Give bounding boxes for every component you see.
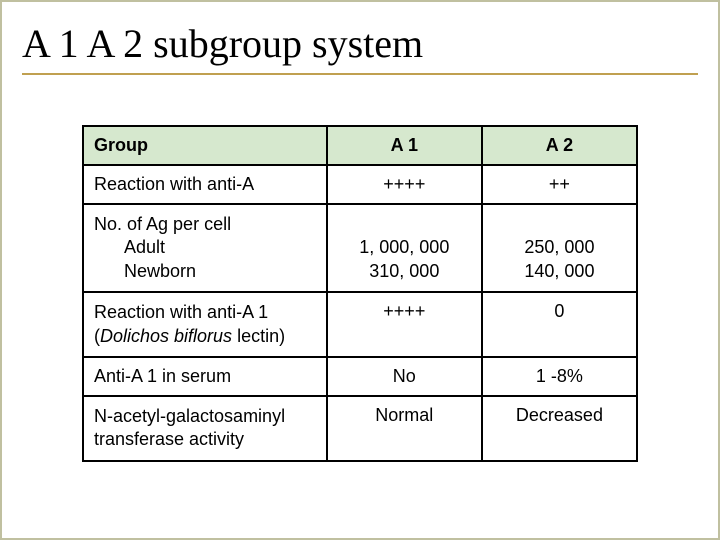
title-rule	[22, 73, 698, 75]
table-row: Reaction with anti-A 1 (Dolichos bifloru…	[83, 292, 637, 357]
row-a1: ++++	[327, 292, 482, 357]
table-header-row: Group A 1 A 2	[83, 126, 637, 165]
title-block: A 1 A 2 subgroup system	[22, 20, 698, 75]
row-a2: Decreased	[482, 396, 637, 461]
label-sub: Adult	[94, 236, 316, 259]
col-header-a2: A 2	[482, 126, 637, 165]
row-a1: ++++	[327, 165, 482, 204]
cell-line: 1, 000, 000	[359, 237, 449, 257]
table-container: Group A 1 A 2 Reaction with anti-A ++++ …	[82, 125, 638, 462]
table-row: N-acetyl-galactosaminyl transferase acti…	[83, 396, 637, 461]
row-a1: Normal	[327, 396, 482, 461]
row-a1: No	[327, 357, 482, 396]
label-paren-close: lectin)	[232, 326, 285, 346]
label-line: Reaction with anti-A 1	[94, 302, 268, 322]
table-row: Reaction with anti-A ++++ ++	[83, 165, 637, 204]
row-a2: 250, 000 140, 000	[482, 204, 637, 292]
row-a2: ++	[482, 165, 637, 204]
row-label: Reaction with anti-A 1 (Dolichos bifloru…	[83, 292, 327, 357]
row-a1: 1, 000, 000 310, 000	[327, 204, 482, 292]
cell-line: 140, 000	[524, 261, 594, 281]
subgroup-table: Group A 1 A 2 Reaction with anti-A ++++ …	[82, 125, 638, 462]
cell-line: 310, 000	[369, 261, 439, 281]
row-a2: 0	[482, 292, 637, 357]
col-header-group: Group	[83, 126, 327, 165]
row-label: Anti-A 1 in serum	[83, 357, 327, 396]
label-sub: Newborn	[94, 260, 316, 283]
row-a2: 1 -8%	[482, 357, 637, 396]
table-row: No. of Ag per cell Adult Newborn 1, 000,…	[83, 204, 637, 292]
row-label: Reaction with anti-A	[83, 165, 327, 204]
col-header-a1: A 1	[327, 126, 482, 165]
slide: A 1 A 2 subgroup system Group A 1 A 2 Re…	[0, 0, 720, 540]
label-line: transferase activity	[94, 429, 244, 449]
label-italic: Dolichos biflorus	[100, 326, 232, 346]
page-title: A 1 A 2 subgroup system	[22, 20, 698, 71]
label-line: N-acetyl-galactosaminyl	[94, 406, 285, 426]
row-label: No. of Ag per cell Adult Newborn	[83, 204, 327, 292]
row-label: N-acetyl-galactosaminyl transferase acti…	[83, 396, 327, 461]
table-row: Anti-A 1 in serum No 1 -8%	[83, 357, 637, 396]
label-line: No. of Ag per cell	[94, 214, 231, 234]
cell-line: 250, 000	[524, 237, 594, 257]
